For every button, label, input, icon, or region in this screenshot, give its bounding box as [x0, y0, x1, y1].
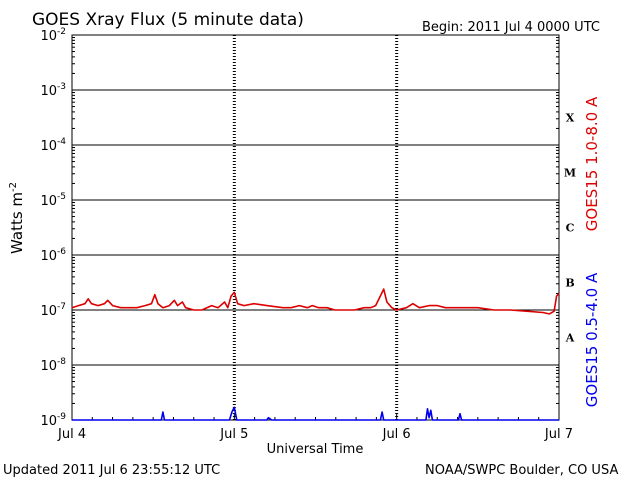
flare-class-m: M [564, 167, 576, 180]
x-tick-label: Jul 5 [219, 427, 248, 442]
series-short-channel-line [72, 406, 559, 421]
chart-title: GOES Xray Flux (5 minute data) [32, 10, 304, 30]
x-axis-label: Universal Time [267, 442, 364, 457]
series-long-channel-line [71, 288, 560, 315]
y-tick-label: 10-6 [40, 247, 66, 264]
flare-class-x: X [566, 112, 575, 125]
y-tick-base: 10 [40, 194, 57, 209]
y-tick-exponent: -2 [57, 27, 66, 37]
legend-long-channel: GOES15 1.0-8.0 A [583, 96, 601, 231]
x-tick-label: Jul 4 [57, 427, 86, 442]
y-tick-base: 10 [40, 304, 57, 319]
y-tick-label: 10-8 [40, 357, 66, 374]
y-tick-exponent: -8 [57, 357, 66, 367]
y-tick-base: 10 [40, 84, 57, 99]
y-tick-base: 10 [40, 139, 57, 154]
y-axis-label-base: Watts m [8, 192, 26, 254]
y-tick-exponent: -4 [57, 137, 66, 147]
y-tick-label: 10-3 [40, 82, 66, 99]
y-axis-label: Watts m-2 [8, 182, 26, 254]
y-tick-base: 10 [40, 414, 57, 429]
series-lines [71, 288, 560, 421]
y-tick-exponent: -5 [57, 192, 66, 202]
y-tick-label: 10-5 [40, 192, 66, 209]
flare-class-a: A [565, 332, 575, 345]
y-tick-base: 10 [40, 29, 57, 44]
y-tick-label: 10-9 [40, 412, 66, 429]
x-axis-ticks: Jul 4 Jul 5 Jul 6 Jul 7 [57, 414, 573, 442]
y-tick-label: 10-2 [40, 27, 66, 44]
y-tick-label: 10-4 [40, 137, 66, 154]
y-axis-ticks: 10-910-810-710-610-510-410-310-2 [40, 27, 559, 429]
legend-short-channel: GOES15 0.5-4.0 A [583, 272, 601, 407]
y-tick-exponent: -9 [57, 412, 66, 422]
x-tick-label: Jul 6 [382, 427, 411, 442]
y-tick-exponent: -3 [57, 82, 66, 92]
y-tick-label: 10-7 [40, 302, 66, 319]
plot-grid [72, 35, 559, 420]
y-tick-exponent: -6 [57, 247, 66, 257]
plot-frame [71, 34, 560, 421]
y-tick-base: 10 [40, 359, 57, 374]
credit-label: NOAA/SWPC Boulder, CO USA [425, 463, 618, 478]
updated-label: Updated 2011 Jul 6 23:55:12 UTC [3, 463, 220, 478]
x-tick-label: Jul 7 [544, 427, 573, 442]
begin-label: Begin: 2011 Jul 4 0000 UTC [422, 20, 600, 35]
y-tick-base: 10 [40, 249, 57, 264]
flare-class-c: C [566, 222, 575, 235]
flare-class-labels: X M C B A [564, 112, 576, 345]
y-tick-exponent: -7 [57, 302, 66, 312]
flare-class-b: B [565, 277, 574, 290]
y-axis-label-exponent: -2 [8, 182, 19, 192]
